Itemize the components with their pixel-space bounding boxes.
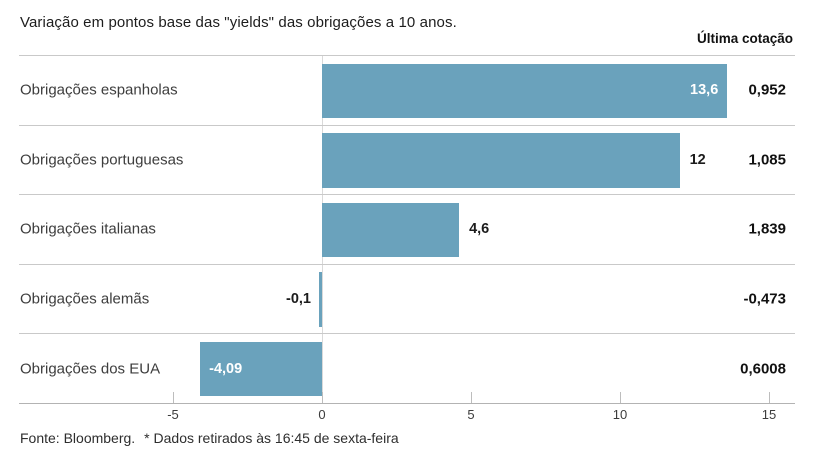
last-quote-value: 0,952 <box>748 81 786 99</box>
last-quote-value: 1,085 <box>748 151 786 169</box>
bar <box>322 133 680 188</box>
footnote-text: * Dados retirados às 16:45 de sexta-feir… <box>144 430 399 446</box>
chart-footer: Fonte: Bloomberg. * Dados retirados às 16… <box>20 430 399 446</box>
category-label: Obrigações alemãs <box>20 290 150 308</box>
x-axis-tick-label: 15 <box>761 407 777 422</box>
x-axis-tick-mark <box>769 392 770 403</box>
last-quote-value: 1,839 <box>748 220 786 238</box>
chart-rows: Obrigações espanholas 13,6 0,952 Obrigações… <box>19 55 795 403</box>
chart-row: Obrigações dos EUA -4,09 0,6008 <box>19 333 795 403</box>
x-axis-tick-mark <box>173 392 174 403</box>
last-quote-value: -0,473 <box>743 290 786 308</box>
bar-value-label: 12 <box>689 151 706 168</box>
chart-row: Obrigações italianas 4,6 1,839 <box>19 194 795 264</box>
bar <box>200 341 322 397</box>
x-axis-tick-mark <box>620 392 621 403</box>
x-axis-line <box>19 403 795 404</box>
x-axis-tick-mark <box>471 392 472 403</box>
bar <box>322 63 728 119</box>
category-label: Obrigações portuguesas <box>20 151 184 169</box>
x-axis-tick-label: 5 <box>467 407 475 422</box>
source-text: Fonte: Bloomberg. <box>20 430 136 446</box>
chart-row: Obrigações alemãs -0,1 -0,473 <box>19 263 795 334</box>
chart-row: Obrigações portuguesas 12 1,085 <box>19 124 795 195</box>
bar-value-label: 13,6 <box>690 82 719 99</box>
last-quote-value: 0,6008 <box>740 360 786 378</box>
chart-title: Variação em pontos base das "yields" das… <box>20 14 457 31</box>
category-label: Obrigações dos EUA <box>20 360 161 378</box>
x-axis-tick-label: 10 <box>612 407 628 422</box>
category-label: Obrigações italianas <box>20 220 156 238</box>
x-axis-tick-label: 0 <box>318 407 326 422</box>
bar-value-label: -0,1 <box>286 291 312 308</box>
category-label: Obrigações espanholas <box>20 81 178 99</box>
bar <box>322 202 460 258</box>
chart-row: Obrigações espanholas 13,6 0,952 <box>19 55 795 125</box>
last-quote-column-header: Última cotação <box>696 31 793 46</box>
bar-value-label: -4,09 <box>209 360 243 377</box>
bar-value-label: 4,6 <box>469 221 490 238</box>
x-axis-tick-label: -5 <box>167 407 179 422</box>
bar <box>319 272 322 327</box>
x-axis-tick-mark <box>322 392 323 403</box>
